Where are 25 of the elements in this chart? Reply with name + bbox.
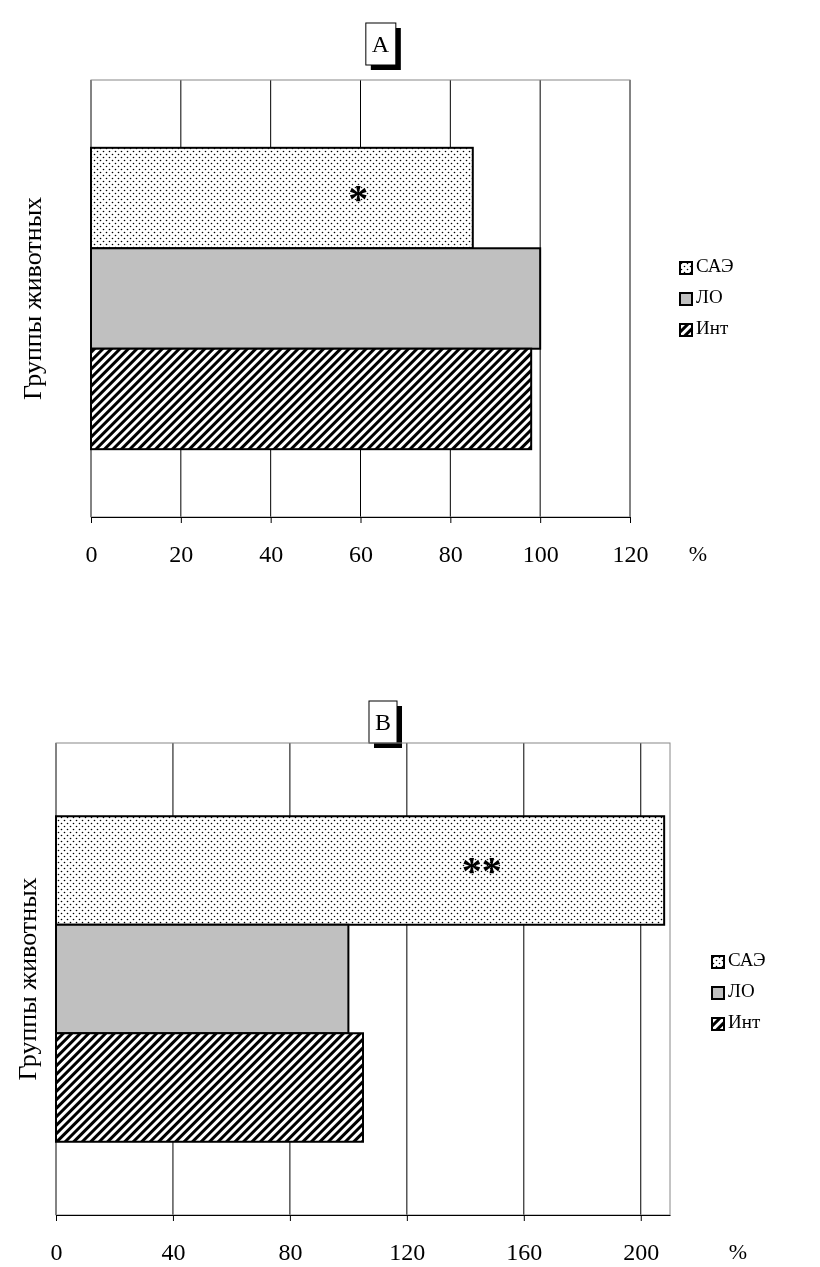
y-axis-title: Группы животных — [12, 877, 42, 1081]
x-tick-label: 20 — [169, 541, 194, 567]
x-tick-label: 120 — [612, 541, 649, 567]
x-tick-label: 40 — [161, 1239, 186, 1265]
x-tick-label: 0 — [85, 541, 98, 567]
x-axis-title: % — [728, 1239, 748, 1264]
x-tick-label: 120 — [389, 1239, 426, 1265]
x-tick-label: 200 — [623, 1239, 660, 1265]
x-tick-label: 80 — [278, 1239, 303, 1265]
x-tick-label: 80 — [438, 541, 463, 567]
x-tick-label: 60 — [349, 541, 373, 567]
legend-label: САЭ — [728, 949, 766, 971]
legend-label: Инт — [728, 1011, 761, 1033]
x-axis-title: % — [688, 541, 708, 566]
chart-title: B — [374, 709, 392, 735]
x-tick-label: 0 — [50, 1239, 63, 1265]
x-tick-label: 40 — [259, 541, 284, 567]
legend-label: САЭ — [696, 255, 734, 277]
chart-title: A — [371, 31, 390, 57]
y-axis-title: Группы животных — [17, 196, 47, 401]
x-tick-label: 100 — [522, 541, 559, 567]
legend-label: ЛО — [728, 980, 755, 1002]
legend-label: Инт — [696, 317, 729, 339]
legend-label: ЛО — [696, 286, 723, 308]
x-tick-label: 160 — [506, 1239, 543, 1265]
